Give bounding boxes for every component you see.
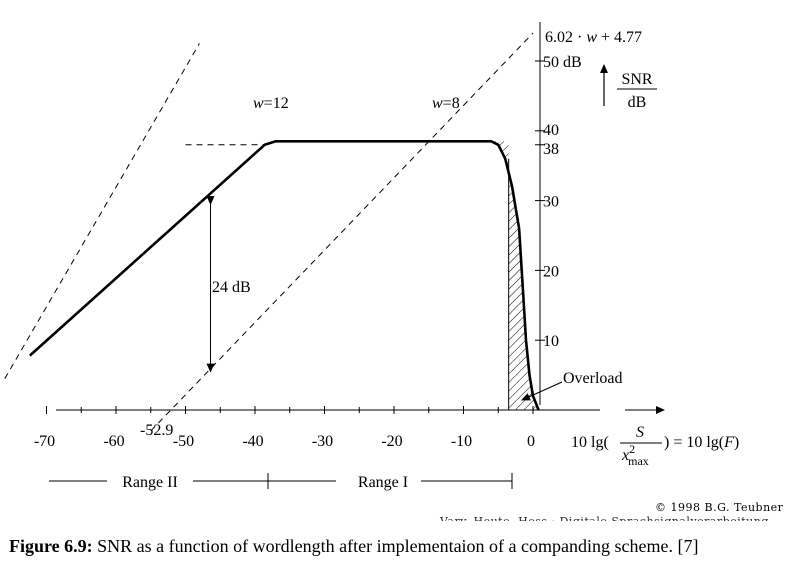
y-top-formula: 6.02 · w + 4.77 bbox=[545, 29, 642, 46]
y-label-numerator: SNR bbox=[621, 71, 652, 88]
dashed-line-w8 bbox=[150, 32, 534, 432]
y-tick-label: 20 bbox=[543, 263, 559, 280]
x-tick-label: -30 bbox=[312, 433, 333, 450]
x-tick-label: -40 bbox=[242, 433, 263, 450]
range-indicators: Range II Range I bbox=[49, 473, 513, 491]
overload-hatched-region bbox=[491, 141, 539, 410]
line-label-w8: w=8 bbox=[432, 95, 460, 112]
book-credit-cut: Vary, Heute, Hess · Digitale Sprachsigna… bbox=[439, 515, 769, 528]
y-axis-ticks: 10 20 30 38 40 50 dB bbox=[535, 54, 582, 350]
y-label-denominator: dB bbox=[628, 94, 647, 111]
range-ii-label: Range II bbox=[122, 474, 178, 491]
x-tick-label: -10 bbox=[451, 433, 472, 450]
x-label-suffix: ) = 10 lg(F) bbox=[664, 434, 739, 451]
gap-label: 24 dB bbox=[212, 279, 251, 296]
snr-chart: -70 -60 -50 -40 -30 -20 -10 0 10 20 30 38 40 50 dB R… bbox=[4, 22, 784, 528]
overload-label: Overload bbox=[563, 370, 623, 387]
caption-text: SNR as a function of wordlength after im… bbox=[92, 536, 699, 556]
y-tick-label: 10 bbox=[543, 333, 559, 350]
figure-caption: Figure 6.9: SNR as a function of wordlen… bbox=[9, 536, 699, 557]
x-tick-label: 0 bbox=[527, 433, 535, 450]
dashed-line-w12 bbox=[4, 43, 200, 379]
x-tick-label: -50 bbox=[173, 433, 194, 450]
dashed-reference-lines bbox=[4, 32, 534, 432]
x-label-prefix: 10 lg( bbox=[571, 434, 609, 451]
range-i-label: Range I bbox=[358, 474, 408, 491]
x-axis-ticks: -70 -60 -50 -40 -30 -20 -10 0 bbox=[34, 406, 535, 450]
y-tick-label: 30 bbox=[543, 194, 559, 211]
y-tick-label: 50 dB bbox=[543, 54, 582, 71]
x-tick-label: -20 bbox=[381, 433, 402, 450]
line-label-w12: w=12 bbox=[253, 95, 289, 112]
x-tick-label: -60 bbox=[103, 433, 124, 450]
snr-curve bbox=[28, 140, 540, 411]
caption-label: Figure 6.9: bbox=[9, 536, 93, 556]
x-label-numerator: S bbox=[636, 424, 644, 441]
x-label-denominator: x2 max bbox=[621, 442, 649, 468]
copyright-credit: © 1998 B.G. Teubner bbox=[655, 501, 784, 514]
y-tick-label: 38 bbox=[543, 141, 559, 158]
overload-pointer bbox=[521, 381, 563, 401]
x-special-tick-label: -52.9 bbox=[140, 422, 173, 439]
y-tick-label: 40 bbox=[543, 122, 559, 139]
x-tick-label: -70 bbox=[34, 433, 55, 450]
